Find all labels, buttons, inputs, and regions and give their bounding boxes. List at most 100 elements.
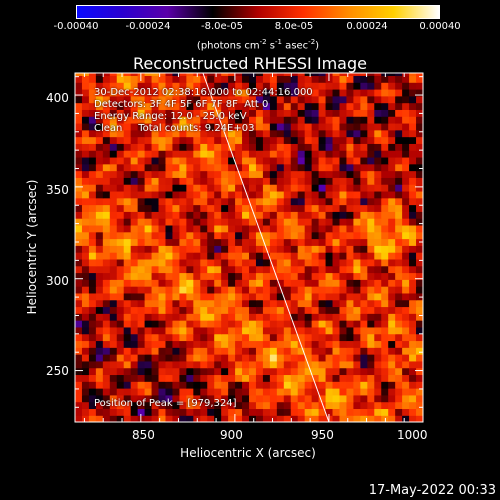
heatmap-cell <box>95 218 104 226</box>
heatmap-cell <box>102 320 111 328</box>
heatmap-cell <box>221 73 229 76</box>
heatmap-cell <box>193 136 201 144</box>
heatmap-cell <box>81 224 90 233</box>
heatmap-cell <box>381 143 389 151</box>
heatmap-cell <box>130 374 139 382</box>
heatmap-cell <box>318 75 327 83</box>
heatmap-cell <box>116 394 125 403</box>
heatmap-cell <box>388 204 396 212</box>
heatmap-cell <box>81 184 90 192</box>
heatmap-cell <box>262 286 271 294</box>
heatmap-cell <box>249 156 257 165</box>
heatmap-cell <box>262 415 271 422</box>
heatmap-cell <box>255 197 264 206</box>
heatmap-cell <box>339 272 348 280</box>
heatmap-cell <box>123 163 132 172</box>
heatmap-cell <box>360 252 368 260</box>
heatmap-cell <box>179 408 187 416</box>
heatmap-cell <box>207 95 215 104</box>
heatmap-cell <box>283 394 292 403</box>
heatmap-cell <box>269 354 278 362</box>
heatmap-cell <box>200 286 208 294</box>
heatmap-cell <box>123 177 132 185</box>
heatmap-cell <box>325 109 334 117</box>
heatmap-cell <box>207 258 215 267</box>
heatmap-cell <box>249 129 257 138</box>
heatmap-cell <box>388 143 396 151</box>
heatmap-cell <box>172 163 180 172</box>
heatmap-cell <box>346 197 354 206</box>
heatmap-cell <box>416 177 423 185</box>
heatmap-cell <box>367 177 375 185</box>
heatmap-cell <box>402 354 410 362</box>
heatmap-cell <box>95 184 104 192</box>
heatmap-cell <box>116 320 125 328</box>
heatmap-cell <box>346 136 354 144</box>
heatmap-cell <box>95 381 104 389</box>
heatmap-cell <box>158 286 167 294</box>
heatmap-cell <box>290 156 299 165</box>
heatmap-cell <box>402 88 410 97</box>
heatmap-cell <box>172 170 180 178</box>
heatmap-cell <box>381 136 389 144</box>
heatmap-cell <box>353 75 361 83</box>
heatmap-cell <box>221 333 229 342</box>
heatmap-cell <box>102 245 111 253</box>
heatmap-cell <box>151 333 160 342</box>
heatmap-cell <box>360 238 368 246</box>
heatmap-cell <box>200 401 208 410</box>
heatmap-cell <box>200 116 208 124</box>
heatmap-cell <box>200 177 208 185</box>
heatmap-cell <box>123 347 132 355</box>
heatmap-cell <box>235 82 243 90</box>
heatmap-cell <box>276 231 285 240</box>
heatmap-cell <box>297 388 306 396</box>
heatmap-cell <box>255 204 264 212</box>
heatmap-cell <box>228 313 236 321</box>
heatmap-cell <box>95 129 104 138</box>
heatmap-cell <box>144 333 153 342</box>
heatmap-cell <box>276 122 285 131</box>
heatmap-cell <box>388 401 396 410</box>
heatmap-cell <box>374 82 382 90</box>
heatmap-cell <box>186 374 194 382</box>
heatmap-cell <box>81 136 90 144</box>
heatmap-cell <box>179 184 187 192</box>
heatmap-cell <box>304 218 313 226</box>
heatmap-cell <box>388 374 396 382</box>
heatmap-cell <box>179 381 187 389</box>
heatmap-cell <box>276 88 285 97</box>
heatmap-cell <box>249 252 257 260</box>
heatmap-cell <box>137 143 146 151</box>
heatmap-cell <box>144 245 153 253</box>
heatmap-cell <box>416 75 423 83</box>
heatmap-cell <box>276 374 285 382</box>
heatmap-cell <box>395 265 403 274</box>
heatmap-cell <box>360 129 368 138</box>
heatmap-cell <box>179 360 187 369</box>
heatmap-cell <box>172 374 180 382</box>
heatmap-cell <box>381 252 389 260</box>
heatmap-cell <box>109 211 118 219</box>
heatmap-cell <box>207 238 215 246</box>
heatmap-cell <box>311 401 320 410</box>
heatmap-cell <box>346 109 354 117</box>
heatmap-cell <box>193 381 201 389</box>
heatmap-cell <box>311 313 320 321</box>
heatmap-cell <box>402 170 410 178</box>
heatmap-cell <box>95 163 104 172</box>
heatmap-cell <box>269 102 278 110</box>
heatmap-cell <box>367 408 375 416</box>
heatmap-cell <box>290 252 299 260</box>
heatmap-cell <box>200 190 208 199</box>
heatmap-cell <box>304 279 313 287</box>
heatmap-cell <box>276 292 285 301</box>
heatmap-cell <box>318 211 327 219</box>
heatmap-cell <box>409 272 417 280</box>
heatmap-cell <box>75 102 83 110</box>
heatmap-cell <box>95 347 104 355</box>
heatmap-cell <box>75 136 83 144</box>
heatmap-cell <box>172 129 180 138</box>
heatmap-cell <box>221 360 229 369</box>
heatmap-cell <box>353 73 361 76</box>
